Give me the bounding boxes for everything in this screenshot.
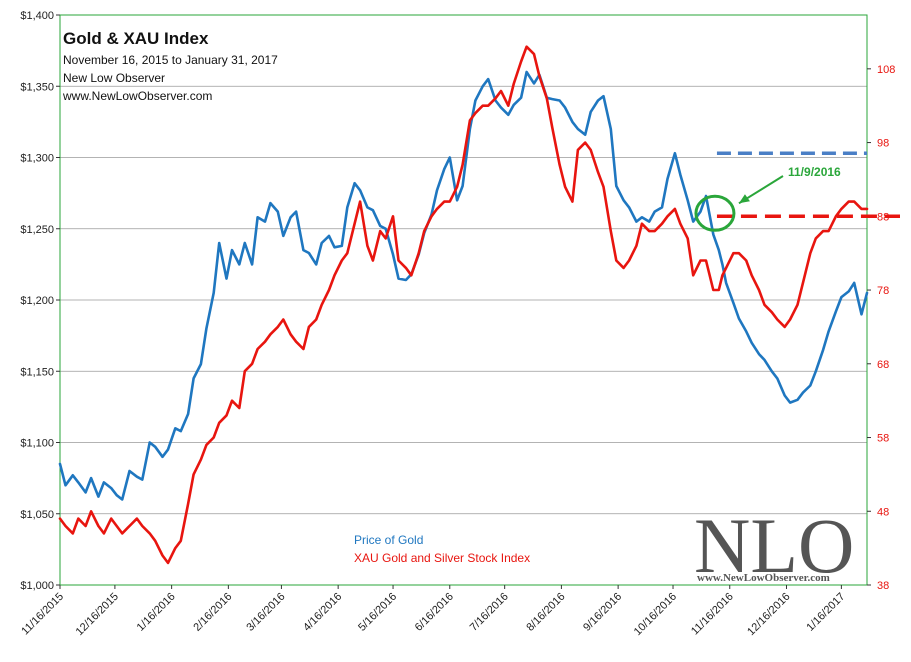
annotation-arrow-head [738, 194, 750, 204]
x-axis-ticks: 11/16/2015 12/16/2015 1/16/2016 2/16/2016 3/… [19, 585, 848, 638]
x-tick-label: 11/16/2016 [689, 591, 736, 638]
x-tick-label: 4/16/2016 [301, 591, 344, 634]
x-tick-label: 7/16/2016 [468, 591, 511, 634]
left-tick-label: $1,150 [20, 366, 54, 378]
right-tick-label: 68 [877, 359, 889, 371]
left-tick-label: $1,000 [20, 580, 54, 592]
x-tick-label: 1/16/2017 [804, 591, 847, 634]
x-tick-label: 12/16/2016 [745, 591, 792, 638]
right-tick-label: 48 [877, 506, 889, 518]
x-tick-label: 2/16/2016 [191, 591, 234, 634]
annotation-date-label: 11/9/2016 [788, 165, 841, 179]
annotations-group: 11/9/2016 [694, 151, 900, 232]
right-tick-label: 98 [877, 138, 889, 150]
gold-price-line [58, 70, 869, 501]
right-axis-ticks: 38 48 58 68 78 88 98 108 [867, 64, 895, 592]
gridlines [60, 85, 867, 515]
right-tick-label: 88 [877, 211, 889, 223]
x-tick-label: 9/16/2016 [581, 591, 624, 634]
left-tick-label: $1,350 [20, 81, 54, 93]
xau-index-line [58, 45, 869, 565]
x-tick-label: 6/16/2016 [413, 591, 456, 634]
x-tick-label: 1/16/2016 [135, 591, 178, 634]
x-tick-label: 5/16/2016 [356, 591, 399, 634]
x-tick-label: 11/16/2015 [19, 591, 66, 638]
x-tick-label: 8/16/2016 [524, 591, 567, 634]
left-axis-ticks: $1,000 $1,050 $1,100 $1,150 $1,200 $1,250 $1,3… [20, 10, 60, 592]
chart-title: Gold & XAU Index [63, 29, 209, 48]
right-tick-label: 58 [877, 433, 889, 445]
x-tick-label: 3/16/2016 [244, 591, 287, 634]
left-tick-label: $1,400 [20, 10, 54, 22]
left-tick-label: $1,300 [20, 153, 54, 165]
x-tick-label: 12/16/2015 [74, 591, 121, 638]
left-tick-label: $1,200 [20, 295, 54, 307]
right-tick-label: 108 [877, 64, 895, 76]
left-tick-label: $1,250 [20, 224, 54, 236]
right-tick-label: 38 [877, 580, 889, 592]
nlo-logo-url: www.NewLowObserver.com [697, 572, 830, 584]
left-tick-label: $1,050 [20, 509, 54, 521]
legend-xau: XAU Gold and Silver Stock Index [354, 551, 530, 565]
x-tick-label: 10/16/2016 [632, 591, 679, 638]
legend-gold: Price of Gold [354, 533, 423, 547]
right-tick-label: 78 [877, 285, 889, 297]
subtitle-website: www.NewLowObserver.com [62, 89, 212, 103]
subtitle-date-range: November 16, 2015 to January 31, 2017 [63, 53, 278, 67]
series-group [58, 45, 869, 565]
nlo-logo: NLO [694, 502, 854, 589]
left-tick-label: $1,100 [20, 438, 54, 450]
annotation-circle [694, 194, 736, 232]
subtitle-author: New Low Observer [63, 71, 165, 85]
